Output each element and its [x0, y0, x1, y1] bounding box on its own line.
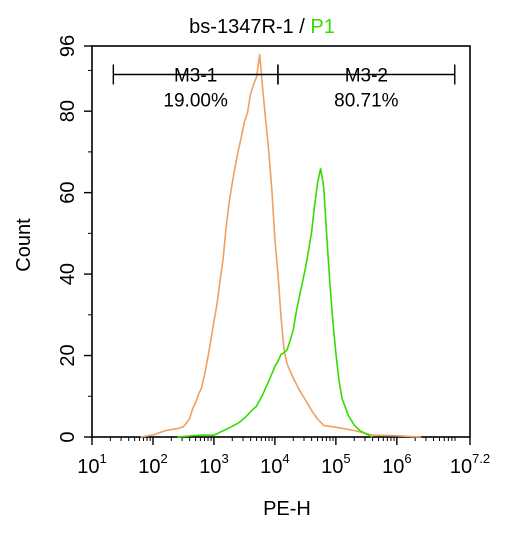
- title-gate: P1: [310, 16, 334, 38]
- plot-frame: [91, 45, 471, 438]
- x-tick-label: 107.2: [450, 451, 490, 478]
- x-axis-label: PE-H: [263, 498, 311, 520]
- x-tick-label: 104: [260, 451, 289, 478]
- marker-percentage: 19.00%: [163, 91, 228, 112]
- y-tick-label: 0: [57, 431, 79, 442]
- y-axis: 0 20 40 60 80 96: [57, 35, 92, 443]
- histogram-line-sample: [177, 167, 373, 438]
- marker-label: M3-1: [174, 66, 217, 87]
- y-tick-label: 60: [57, 182, 79, 204]
- title-separator: /: [294, 16, 311, 38]
- x-tick-label: 106: [382, 451, 411, 478]
- marker-annotations: M3-1 19.00% M3-2 80.71%: [112, 64, 456, 112]
- y-tick-label: 40: [57, 263, 79, 285]
- x-tick-label: 103: [199, 451, 228, 478]
- y-tick-label: 20: [57, 344, 79, 366]
- marker-label: M3-2: [345, 66, 388, 87]
- chart-title: bs-1347R-1 / P1: [189, 16, 335, 38]
- y-axis-label: Count: [13, 218, 35, 272]
- title-sample: bs-1347R-1: [189, 16, 294, 38]
- histogram-line-control: [140, 53, 422, 438]
- y-tick-label: 80: [57, 100, 79, 122]
- x-tick-label: 105: [321, 451, 350, 478]
- x-axis: 101 102 103 104 105 106 107.2: [77, 437, 490, 478]
- series-layer: [140, 53, 422, 438]
- x-tick-label: 102: [138, 451, 167, 478]
- marker-percentage: 80.71%: [334, 91, 399, 112]
- x-tick-label: 101: [77, 451, 106, 478]
- y-tick-label: 96: [57, 35, 79, 57]
